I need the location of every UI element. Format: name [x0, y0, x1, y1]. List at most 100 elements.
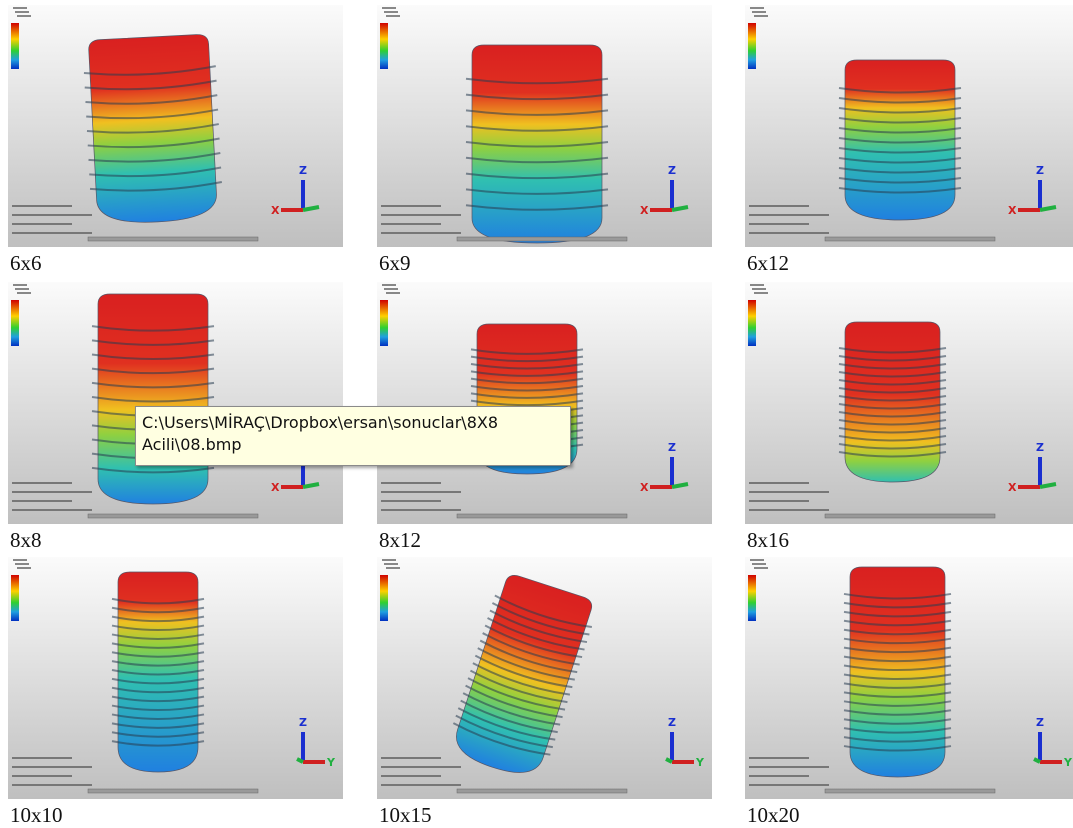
panel-label: 6x9 — [379, 251, 411, 276]
info-text — [12, 500, 72, 502]
info-text — [12, 784, 92, 786]
simulation-image: ZY — [377, 557, 712, 799]
info-text — [12, 223, 72, 225]
implant — [839, 60, 961, 220]
legend-text — [754, 567, 768, 569]
axis-label: Z — [299, 164, 307, 177]
legend-text — [13, 284, 27, 286]
panel-label: 10x10 — [10, 803, 63, 828]
info-text — [749, 757, 809, 759]
legend-text — [382, 559, 396, 561]
axis-label: Z — [1036, 164, 1044, 177]
info-text — [12, 757, 72, 759]
info-text — [12, 766, 92, 768]
legend-text — [384, 288, 398, 290]
info-text — [12, 491, 92, 493]
implant — [82, 34, 224, 226]
scale-bar — [457, 237, 627, 241]
info-text — [381, 509, 461, 511]
implant — [466, 45, 608, 243]
color-legend — [748, 23, 756, 69]
scale-bar — [88, 237, 258, 241]
axis-label: X — [271, 481, 280, 494]
tooltip-line: C:\Users\MİRAÇ\Dropbox\ersan\sonuclar\8X… — [142, 412, 564, 434]
info-text — [381, 232, 461, 234]
simulation-image: ZX — [8, 5, 343, 247]
info-text — [381, 482, 441, 484]
info-text — [749, 232, 829, 234]
axis-label: X — [1008, 481, 1017, 494]
info-text — [749, 491, 829, 493]
legend-text — [754, 15, 768, 17]
legend-text — [386, 567, 400, 569]
info-text — [749, 509, 829, 511]
info-text — [12, 509, 92, 511]
color-legend — [11, 23, 19, 69]
scale-bar — [825, 514, 995, 518]
legend-text — [386, 15, 400, 17]
info-text — [12, 214, 92, 216]
axis-arrow — [1034, 759, 1040, 762]
info-text — [749, 205, 809, 207]
info-text — [749, 775, 809, 777]
info-text — [749, 214, 829, 216]
legend-text — [752, 11, 766, 13]
panel-label: 10x15 — [379, 803, 432, 828]
axis-label: Z — [1036, 716, 1044, 729]
implant — [844, 567, 951, 777]
color-legend — [11, 300, 19, 346]
info-text — [381, 223, 441, 225]
info-text — [381, 775, 441, 777]
simulation-image: ZY — [745, 557, 1073, 799]
color-legend — [11, 575, 19, 621]
panel-label: 8x16 — [747, 528, 789, 553]
info-text — [749, 784, 829, 786]
scale-bar — [825, 789, 995, 793]
implant-body — [88, 34, 218, 225]
implant — [839, 322, 946, 482]
axis-label: Y — [695, 756, 705, 769]
panel-label: 10x20 — [747, 803, 800, 828]
info-text — [749, 482, 809, 484]
simulation-image: ZY — [8, 557, 343, 799]
legend-text — [384, 563, 398, 565]
legend-text — [752, 563, 766, 565]
info-text — [381, 784, 461, 786]
implant — [112, 572, 204, 772]
legend-text — [384, 11, 398, 13]
tooltip: C:\Users\MİRAÇ\Dropbox\ersan\sonuclar\8X… — [135, 406, 571, 466]
color-legend — [380, 575, 388, 621]
panel-label: 8x8 — [10, 528, 42, 553]
implant — [92, 294, 214, 504]
axis-label: Y — [326, 756, 336, 769]
axis-label: Z — [1036, 441, 1044, 454]
scale-bar — [825, 237, 995, 241]
scale-bar — [88, 514, 258, 518]
axis-label: X — [1008, 204, 1017, 217]
axis-label: Z — [668, 716, 676, 729]
legend-text — [754, 292, 768, 294]
axis-label: Z — [299, 716, 307, 729]
implant-body — [845, 322, 940, 482]
info-text — [749, 766, 829, 768]
scale-bar — [88, 789, 258, 793]
color-legend — [380, 300, 388, 346]
axis-label: X — [640, 204, 649, 217]
legend-text — [15, 288, 29, 290]
info-text — [12, 205, 72, 207]
simulation-image: ZX — [377, 282, 712, 524]
panel-label: 8x12 — [379, 528, 421, 553]
info-text — [381, 491, 461, 493]
info-text — [381, 214, 461, 216]
info-text — [381, 205, 441, 207]
axis-label: Z — [668, 164, 676, 177]
legend-text — [382, 284, 396, 286]
axis-label: Z — [668, 441, 676, 454]
axis-label: X — [640, 481, 649, 494]
axis-label: Y — [1063, 756, 1073, 769]
info-text — [381, 500, 441, 502]
legend-text — [750, 559, 764, 561]
legend-text — [750, 7, 764, 9]
panel-label: 6x6 — [10, 251, 42, 276]
legend-text — [17, 15, 31, 17]
